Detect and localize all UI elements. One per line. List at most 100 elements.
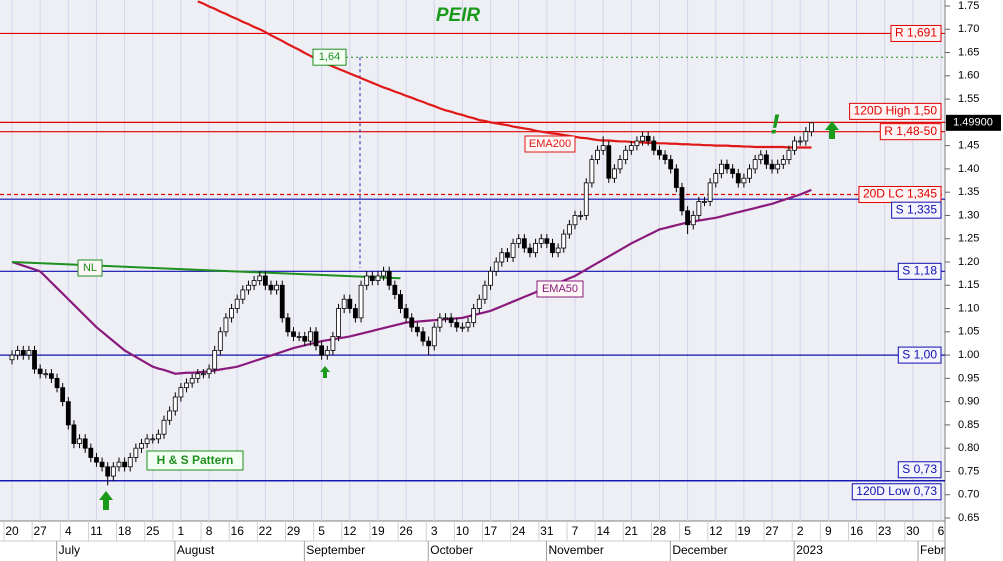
candle-body	[752, 159, 758, 170]
candle-body	[386, 270, 392, 286]
candle-body	[330, 336, 336, 351]
candle-body	[589, 159, 595, 184]
candle-body	[381, 270, 386, 277]
candle-body	[803, 131, 809, 142]
candle-body	[809, 122, 814, 133]
candle-body	[426, 340, 432, 347]
candle-body	[296, 336, 302, 338]
candle-body	[662, 154, 668, 160]
month-label: September	[306, 543, 365, 557]
target-box	[312, 48, 347, 66]
candle-body	[319, 345, 325, 356]
candle-body	[707, 182, 713, 202]
x-tick-label: 27	[765, 524, 779, 538]
candle-body	[578, 215, 584, 217]
candle-body	[775, 163, 781, 170]
level-label-box	[890, 24, 942, 42]
candle-body	[268, 284, 274, 291]
candle-body	[77, 438, 82, 444]
y-tick-label: 1.25	[958, 233, 979, 245]
candle-body	[133, 447, 139, 458]
x-tick-label: 11	[90, 524, 103, 538]
candle-body	[566, 224, 572, 235]
month-label: October	[430, 543, 473, 557]
month-label: July	[59, 543, 80, 557]
x-tick-label: 9	[825, 524, 832, 538]
candle-body	[713, 173, 719, 184]
x-tick-label: 16	[850, 524, 864, 538]
candle-body	[488, 270, 493, 286]
x-tick-label: 22	[259, 524, 273, 538]
level-label: R 1,691	[895, 26, 937, 40]
candle-body	[240, 289, 246, 300]
x-tick-label: 14	[596, 524, 610, 538]
x-tick-label: 3	[431, 524, 438, 538]
candle-body	[735, 173, 741, 184]
candle-body	[797, 140, 803, 143]
candle-body	[189, 377, 195, 384]
level-label-box	[897, 262, 942, 280]
y-tick-label: 1.55	[958, 93, 979, 105]
x-tick-label: 7	[572, 524, 579, 538]
y-tick-label: 1.40	[958, 163, 979, 175]
candle-body	[341, 298, 347, 309]
candle-body	[640, 135, 645, 142]
candle-body	[110, 466, 116, 477]
series-label-box	[536, 280, 584, 298]
x-tick-label: 4	[65, 524, 72, 538]
series-label: EMA200	[529, 138, 571, 150]
candle-body	[398, 294, 403, 309]
candle-body	[747, 168, 752, 179]
candle-body	[26, 350, 32, 356]
candle-body	[499, 252, 505, 263]
labels-layer: 1,64 EMA200 EMA50 NL R 1,691 120D High 1,50 R …	[77, 24, 1001, 501]
candle-body	[392, 284, 398, 295]
pattern-box	[146, 450, 244, 471]
x-tick-label: 5	[318, 524, 325, 538]
candle-body	[144, 438, 150, 444]
candle-body	[54, 377, 60, 389]
candle-body	[313, 331, 319, 347]
signal-mark: !	[770, 108, 779, 139]
candle-body	[606, 145, 612, 179]
candle-body	[71, 424, 77, 444]
candle-body	[673, 168, 679, 188]
candle-body	[724, 163, 730, 170]
candle-body	[623, 149, 629, 160]
candle-body	[184, 382, 189, 389]
candle-body	[612, 168, 617, 179]
month-label: Febr	[920, 543, 945, 557]
candle-body	[161, 419, 167, 435]
target-label: 1,64	[319, 51, 340, 63]
series-label: NL	[83, 262, 97, 274]
candle-body	[634, 140, 640, 147]
candle-body	[409, 317, 415, 328]
candle-body	[257, 275, 263, 282]
candle-body	[223, 317, 229, 333]
candle-body	[420, 331, 426, 342]
x-tick-label: 21	[625, 524, 639, 538]
series-line	[197, 0, 812, 149]
candle-body	[628, 145, 634, 151]
month-label: December	[672, 543, 727, 557]
candle-body	[178, 387, 184, 398]
candle-body	[437, 317, 443, 328]
y-tick-label: 0.65	[958, 512, 979, 524]
candle-body	[369, 275, 375, 282]
candle-body	[505, 252, 510, 258]
candle-body	[358, 284, 364, 319]
last-price-label: 1.49900	[953, 117, 993, 129]
candle-body	[262, 275, 268, 286]
grid-layer: 20 27 4 11 18 25 1 8 16 22 29 5 12 19 26 3 10 17 24 31 7 14 21…	[3, 0, 979, 561]
x-tick-label: 8	[206, 524, 213, 538]
y-tick-label: 0.75	[958, 465, 979, 477]
candle-body	[150, 438, 156, 441]
candle-body	[20, 350, 26, 356]
candle-body	[555, 247, 561, 254]
month-label: November	[548, 543, 603, 557]
candle-body	[324, 350, 330, 356]
level-label: 120D Low 0,73	[856, 484, 937, 498]
candle-body	[99, 461, 105, 468]
